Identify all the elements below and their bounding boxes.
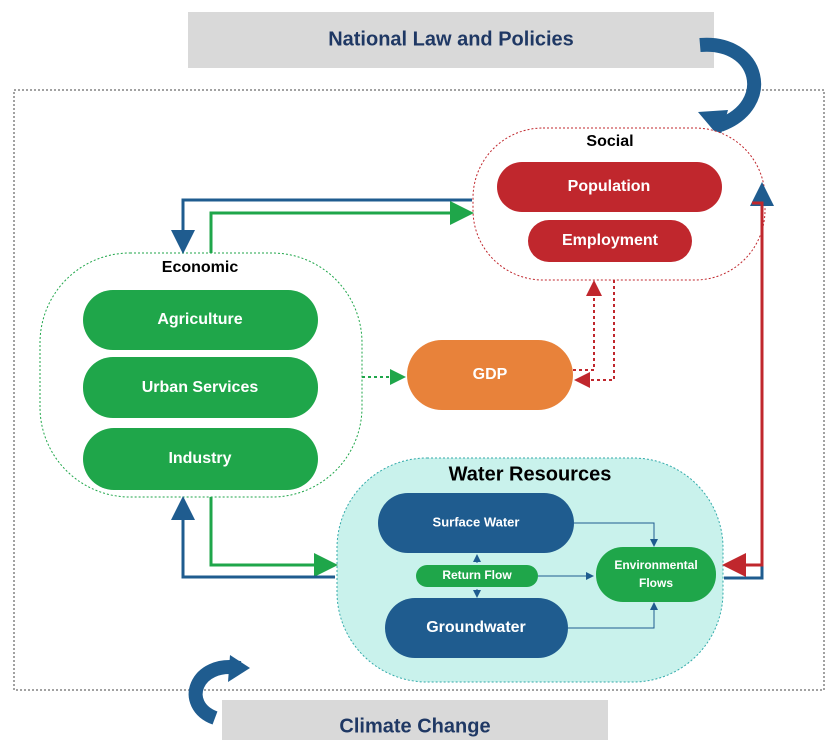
agriculture-text: Agriculture [157,311,242,328]
water-label: Water Resources [449,463,612,485]
population-text: Population [568,178,651,195]
urban-node [83,357,318,418]
bottom-banner [222,700,608,740]
climate-arrow-head [228,655,250,682]
top-banner-text: National Law and Policies [328,28,574,50]
links [171,182,774,580]
gdp-text: GDP [473,366,508,383]
internal-flows [473,522,658,629]
environmental-text: Flows [639,576,673,590]
surface-text: Surface Water [433,514,520,529]
gdp-node [407,340,573,410]
employment-text: Employment [562,232,659,249]
industry-node [83,428,318,490]
agriculture-node [83,290,318,350]
surface-node [378,493,574,553]
policy-arrow [699,37,762,132]
urban-text: Urban Services [142,379,259,396]
bottom-banner-text: Climate Change [339,715,490,737]
economic-label: Economic [162,259,239,276]
ground-node [385,598,568,658]
policy-arrow-head [698,110,728,138]
environmental-node [596,547,716,602]
climate-arrow [188,660,242,725]
return-text: Return Flow [442,568,512,582]
environmental-text: Environmental [614,558,697,572]
dashed-links [362,280,615,388]
social-label: Social [586,133,633,150]
industry-text: Industry [168,450,231,467]
ground-text: Groundwater [426,619,526,636]
return-node [416,565,538,587]
top-banner [188,12,714,68]
population-node [497,162,722,212]
employment-node [528,220,692,262]
outer-frame [13,89,825,691]
